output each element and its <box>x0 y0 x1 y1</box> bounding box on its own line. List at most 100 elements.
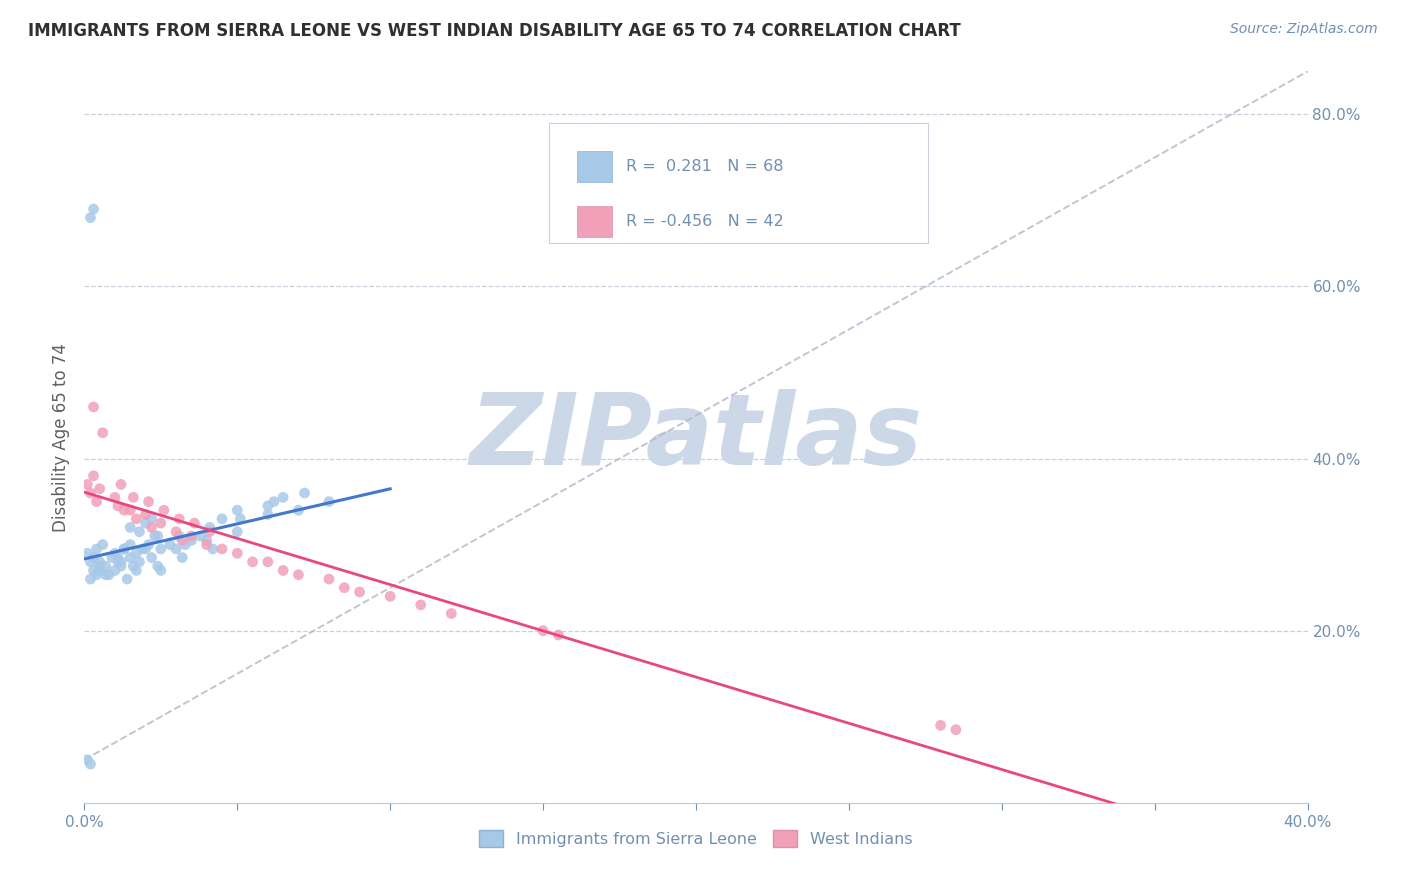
Point <box>271 564 294 578</box>
Point <box>195 538 218 552</box>
Text: Source: ZipAtlas.com: Source: ZipAtlas.com <box>1230 22 1378 37</box>
Point <box>89 564 111 578</box>
Point <box>167 512 190 526</box>
Point <box>86 567 108 582</box>
Point <box>226 524 249 539</box>
Point <box>174 538 197 552</box>
Point <box>120 503 142 517</box>
Point <box>94 567 117 582</box>
Point <box>104 491 127 505</box>
Point <box>287 503 309 517</box>
Point <box>120 538 142 552</box>
Point <box>141 550 163 565</box>
Point <box>201 541 224 556</box>
Point <box>107 550 129 565</box>
Point <box>86 494 108 508</box>
Point <box>125 546 148 560</box>
Point <box>271 491 294 505</box>
Point <box>86 541 108 556</box>
Point <box>83 550 105 565</box>
Text: IMMIGRANTS FROM SIERRA LEONE VS WEST INDIAN DISABILITY AGE 65 TO 74 CORRELATION : IMMIGRANTS FROM SIERRA LEONE VS WEST IND… <box>28 22 960 40</box>
Point <box>97 567 120 582</box>
Point <box>165 524 187 539</box>
Point <box>242 555 264 569</box>
Point <box>76 546 98 560</box>
Y-axis label: Disability Age 65 to 74: Disability Age 65 to 74 <box>52 343 70 532</box>
Text: ZIPatlas: ZIPatlas <box>470 389 922 485</box>
Point <box>172 533 194 548</box>
Bar <box>578 206 612 236</box>
Point <box>110 555 132 569</box>
Point <box>226 503 249 517</box>
Point <box>76 753 98 767</box>
Point <box>128 524 150 539</box>
Point <box>120 550 142 565</box>
Point <box>211 541 233 556</box>
Point <box>149 541 172 556</box>
Point <box>195 533 218 548</box>
Point <box>110 559 132 574</box>
Point <box>263 494 285 508</box>
Point <box>91 538 114 552</box>
Point <box>153 503 176 517</box>
Point <box>183 516 205 530</box>
Point <box>89 555 111 569</box>
Point <box>79 486 101 500</box>
Point <box>131 541 153 556</box>
Point <box>257 555 280 569</box>
Point <box>190 529 212 543</box>
Point <box>349 585 371 599</box>
Point <box>135 516 157 530</box>
Point <box>180 529 202 543</box>
Point <box>149 516 172 530</box>
Point <box>226 546 249 560</box>
Point <box>125 564 148 578</box>
Point <box>945 723 967 737</box>
Point <box>128 555 150 569</box>
Point <box>257 499 280 513</box>
Point <box>167 529 190 543</box>
Point <box>294 486 316 500</box>
Point <box>104 564 127 578</box>
Point <box>287 567 309 582</box>
Point <box>547 628 569 642</box>
Point <box>112 541 135 556</box>
Point <box>83 564 105 578</box>
Point <box>318 572 340 586</box>
Point <box>146 559 169 574</box>
Point <box>112 503 135 517</box>
Point <box>143 529 166 543</box>
Point <box>94 559 117 574</box>
Point <box>257 508 280 522</box>
Point <box>149 564 172 578</box>
Point <box>110 477 132 491</box>
Point <box>198 520 221 534</box>
Point <box>79 572 101 586</box>
Point <box>83 468 105 483</box>
Point <box>101 550 124 565</box>
Point <box>333 581 356 595</box>
Point <box>409 598 432 612</box>
Point <box>125 512 148 526</box>
Point <box>89 482 111 496</box>
Point <box>159 538 181 552</box>
Point <box>380 589 402 603</box>
Legend: Immigrants from Sierra Leone, West Indians: Immigrants from Sierra Leone, West India… <box>472 824 920 854</box>
Point <box>83 202 105 216</box>
Point <box>146 529 169 543</box>
Point <box>79 555 101 569</box>
Point <box>138 538 160 552</box>
Point <box>198 524 221 539</box>
Bar <box>578 151 612 182</box>
Point <box>107 555 129 569</box>
Point <box>165 541 187 556</box>
Point <box>929 718 952 732</box>
Point <box>229 512 252 526</box>
Point <box>141 520 163 534</box>
FancyBboxPatch shape <box>550 122 928 244</box>
Point <box>211 512 233 526</box>
Point <box>91 425 114 440</box>
Point <box>138 494 160 508</box>
Point <box>79 211 101 225</box>
Point <box>531 624 554 638</box>
